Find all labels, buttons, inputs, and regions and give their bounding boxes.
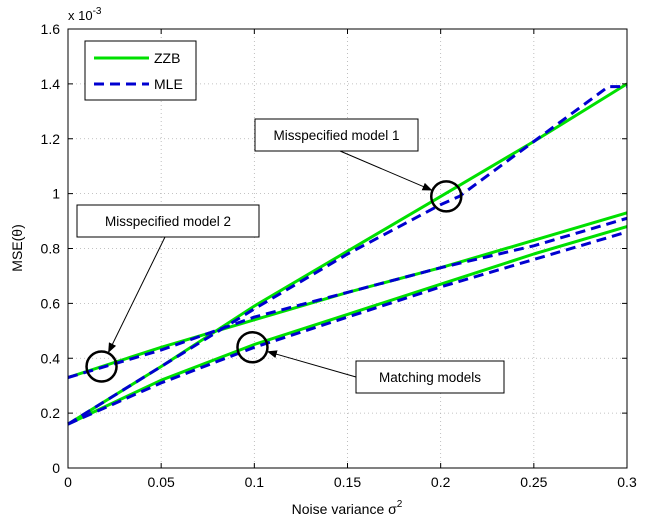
y-tick-label: 1.2 — [41, 131, 61, 147]
annotation-label-misspecified-model-2: Misspecified model 2 — [105, 214, 231, 229]
annotation-box-matching-models — [355, 360, 505, 394]
annotation-box-misspecified-model-1 — [254, 118, 419, 152]
y-multiplier-base: x 10 — [68, 8, 93, 23]
annotation-arrow-matching-models — [266, 350, 357, 378]
y-multiplier-exp: -3 — [93, 6, 102, 17]
y-tick-label: 0 — [52, 460, 60, 476]
y-tick-label: 1.6 — [41, 21, 61, 37]
annotation-label-matching-models: Matching models — [379, 370, 481, 385]
y-tick-label: 0.6 — [41, 295, 61, 311]
annotation-circle-matching-models — [236, 331, 269, 364]
y-tick-label: 1.4 — [41, 76, 61, 92]
series-line-mle-misspecified-model-2 — [67, 216, 628, 379]
x-tick-label: 0.05 — [148, 474, 175, 490]
axis-ticks: 0 0.05 0.1 0.15 0.2 0.25 0.3 0 0.2 0.4 0.6 0.8 1 1.2 1… — [41, 21, 637, 490]
legend-box — [84, 40, 197, 101]
annotation-arrow-misspecified-model-1 — [339, 150, 433, 191]
x-tick-label: 0.25 — [520, 474, 547, 490]
x-axis-label-sup: 2 — [397, 499, 403, 510]
annotation-circle-misspecified-model-1 — [430, 180, 463, 213]
legend: ZZB MLE — [84, 40, 197, 101]
x-tick-label: 0.2 — [431, 474, 451, 490]
annotation-label-misspecified-model-1: Misspecified model 1 — [273, 128, 399, 143]
y-multiplier: x 10-3 — [68, 6, 102, 23]
series-lines — [67, 82, 628, 426]
y-tick-label: 0.2 — [41, 405, 61, 421]
annotation-circle-misspecified-model-2 — [85, 350, 118, 383]
x-tick-label: 0.15 — [334, 474, 361, 490]
y-axis-label: MSE(θ) — [9, 224, 25, 271]
y-tick-label: 0.8 — [41, 241, 61, 257]
legend-label-mle: MLE — [154, 76, 183, 92]
x-axis-label: Noise variance σ2 — [292, 499, 403, 517]
x-tick-label: 0 — [64, 474, 72, 490]
x-axis-label-text: Noise variance σ — [292, 501, 397, 517]
plot-background — [68, 29, 627, 468]
series-line-zzb-matching-models — [67, 225, 628, 426]
series-line-mle-misspecified-model-1 — [67, 85, 627, 426]
legend-label-zzb: ZZB — [154, 50, 180, 66]
annotation-arrow-misspecified-model-2 — [108, 236, 166, 354]
x-tick-label: 0.3 — [617, 474, 637, 490]
annotation-box-misspecified-model-2 — [76, 204, 260, 238]
x-tick-label: 0.1 — [245, 474, 265, 490]
y-tick-label: 0.4 — [41, 350, 61, 366]
series-line-mle-matching-models — [67, 230, 628, 426]
annotations: Misspecified model 1 Misspecified model 2… — [76, 118, 505, 394]
y-tick-label: 1 — [52, 186, 60, 202]
